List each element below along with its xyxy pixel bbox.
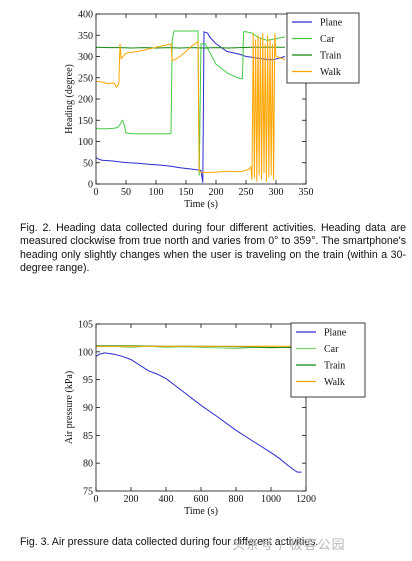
legend-label-train: Train bbox=[324, 361, 345, 372]
fig2-heading-chart: 0 50 100 150 200 250 300 350 0 50 100 150 200 250 300 3… bbox=[64, 10, 360, 210]
x-axis-label: Time (s) bbox=[184, 506, 218, 517]
x-tick-label: 600 bbox=[194, 494, 209, 505]
y-tick-label: 100 bbox=[78, 347, 93, 358]
y-tick-label: 0 bbox=[88, 180, 93, 191]
x-tick-label: 250 bbox=[239, 187, 254, 198]
y-tick-label: 100 bbox=[78, 137, 93, 148]
y-axis-label: Air pressure (kPa) bbox=[64, 371, 75, 444]
legend-label-car: Car bbox=[320, 34, 335, 45]
series-line-car bbox=[95, 345, 307, 350]
x-tick-label: 200 bbox=[209, 187, 224, 198]
legend-label-train: Train bbox=[320, 51, 341, 62]
y-tick-label: 105 bbox=[78, 320, 93, 331]
y-tick-label: 85 bbox=[83, 431, 93, 442]
x-tick-label: 100 bbox=[149, 187, 164, 198]
legend-label-walk: Walk bbox=[320, 67, 341, 78]
series-line-walk bbox=[95, 33, 286, 182]
x-tick-label: 0 bbox=[94, 494, 99, 505]
x-tick-label: 1200 bbox=[296, 494, 316, 505]
x-tick-label: 300 bbox=[269, 187, 284, 198]
y-tick-label: 250 bbox=[78, 73, 93, 84]
y-tick-label: 350 bbox=[78, 31, 93, 42]
y-tick-label: 400 bbox=[78, 10, 93, 21]
plot-frame bbox=[95, 323, 307, 492]
x-tick-label: 1000 bbox=[261, 494, 281, 505]
y-tick-label: 80 bbox=[83, 459, 93, 470]
fig2-caption: Fig. 2. Heading data collected during fo… bbox=[20, 222, 406, 275]
legend-label-car: Car bbox=[324, 344, 339, 355]
y-tick-label: 50 bbox=[83, 158, 93, 169]
y-tick-label: 300 bbox=[78, 52, 93, 63]
y-tick-label: 95 bbox=[83, 375, 93, 386]
series-line-car bbox=[96, 30, 286, 176]
x-tick-label: 200 bbox=[124, 494, 139, 505]
y-tick-label: 200 bbox=[78, 95, 93, 106]
x-axis-label: Time (s) bbox=[184, 199, 218, 210]
y-tick-label: 90 bbox=[83, 403, 93, 414]
y-tick-label: 150 bbox=[78, 116, 93, 127]
x-tick-label: 800 bbox=[229, 494, 244, 505]
legend-label-plane: Plane bbox=[320, 18, 343, 29]
y-axis-label: Heading (degree) bbox=[64, 64, 75, 134]
fig3-caption: Fig. 3. Air pressure data collected duri… bbox=[20, 536, 319, 548]
legend: Plane Car Train Walk bbox=[290, 322, 366, 398]
x-tick-label: 350 bbox=[299, 187, 314, 198]
x-tick-label: 400 bbox=[159, 494, 174, 505]
fig3-air-pressure-chart: 0 200 400 600 800 1000 1200 75 80 85 90 95 100 105 Tim… bbox=[64, 320, 366, 517]
legend-box bbox=[290, 322, 366, 398]
x-tick-label: 0 bbox=[94, 187, 99, 198]
legend: Plane Car Train Walk bbox=[286, 12, 360, 84]
x-tick-label: 50 bbox=[121, 187, 131, 198]
x-tick-label: 150 bbox=[179, 187, 194, 198]
series-line-plane bbox=[95, 352, 302, 473]
legend-label-walk: Walk bbox=[324, 377, 345, 388]
y-tick-label: 75 bbox=[83, 487, 93, 498]
watermark-text: 头条号 / 极客公园 bbox=[232, 538, 346, 553]
legend-label-plane: Plane bbox=[324, 328, 347, 339]
